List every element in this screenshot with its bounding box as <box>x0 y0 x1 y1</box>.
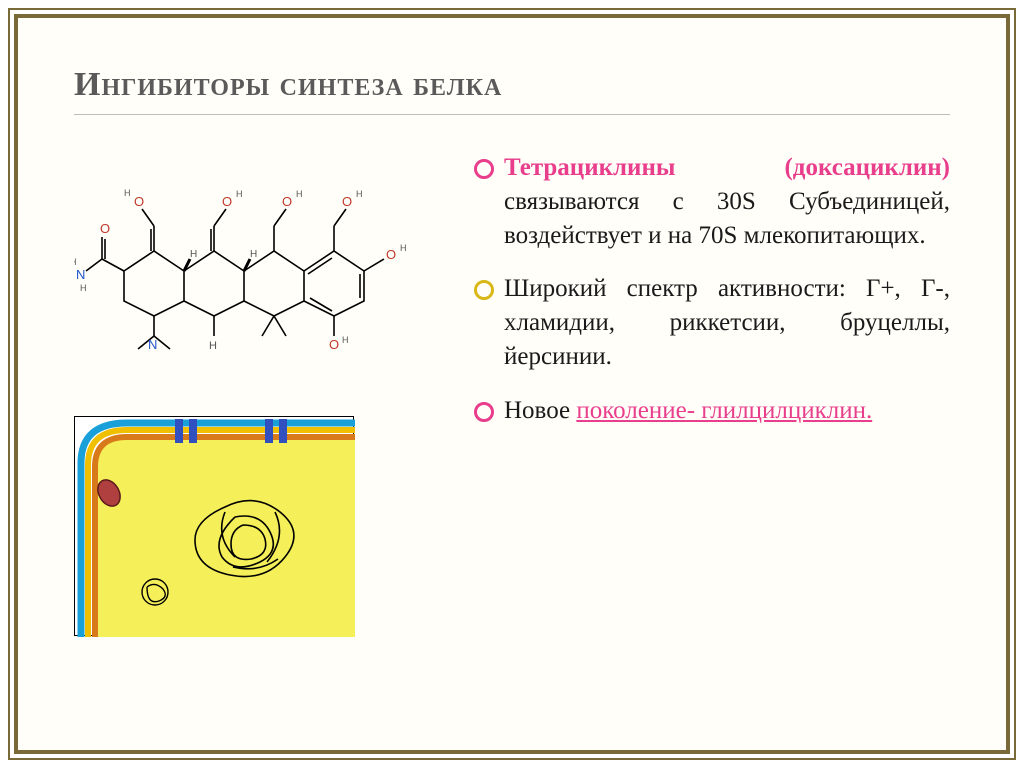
svg-text:O: O <box>100 221 110 236</box>
svg-text:H: H <box>190 249 197 260</box>
svg-text:H: H <box>400 243 407 253</box>
bullet-list: Тетрациклины (доксациклин) связываются с… <box>474 151 950 427</box>
left-column: O N H H O H O H O H O H O H N H O <box>74 151 434 636</box>
svg-text:H: H <box>80 283 87 293</box>
bullet-item-2: Широкий спектр активности: Г+, Г-, хлами… <box>474 272 950 373</box>
content-row: O N H H O H O H O H O H O H N H O <box>74 151 950 636</box>
svg-text:H: H <box>124 188 131 198</box>
svg-text:O: O <box>222 194 232 209</box>
bullet-3-prefix: Новое <box>504 397 576 424</box>
svg-text:H: H <box>356 189 363 199</box>
svg-text:N: N <box>148 337 157 351</box>
svg-text:O: O <box>282 194 292 209</box>
svg-text:N: N <box>76 267 85 282</box>
svg-text:H: H <box>74 257 77 267</box>
slide-title: Ингибиторы синтеза белка <box>74 66 950 115</box>
svg-text:H: H <box>250 249 257 260</box>
svg-text:O: O <box>134 194 144 209</box>
svg-text:O: O <box>386 247 396 262</box>
svg-text:O: O <box>329 337 339 351</box>
svg-text:H: H <box>209 340 217 351</box>
svg-text:H: H <box>236 189 243 199</box>
right-column: Тетрациклины (доксациклин) связываются с… <box>474 151 950 636</box>
bullet-2-text: Широкий спектр активности: Г+, Г-, хлами… <box>504 275 950 370</box>
svg-text:H: H <box>296 189 303 199</box>
slide-frame: Ингибиторы синтеза белка <box>14 14 1010 754</box>
bullet-1-rest: связываются с 30S Субъединицей, воздейст… <box>504 188 950 249</box>
svg-text:H: H <box>342 335 349 345</box>
cell-diagram <box>74 416 354 636</box>
bullet-item-1: Тетрациклины (доксациклин) связываются с… <box>474 151 950 252</box>
bullet-1-head: Тетрациклины (доксациклин) <box>504 154 950 181</box>
bullet-item-3: Новое поколение- глилцилциклин. <box>474 394 950 428</box>
svg-text:O: O <box>342 194 352 209</box>
bullet-3-pink: поколение- глилцилциклин. <box>576 397 872 424</box>
molecule-structure: O N H H O H O H O H O H O H N H O <box>74 151 434 351</box>
